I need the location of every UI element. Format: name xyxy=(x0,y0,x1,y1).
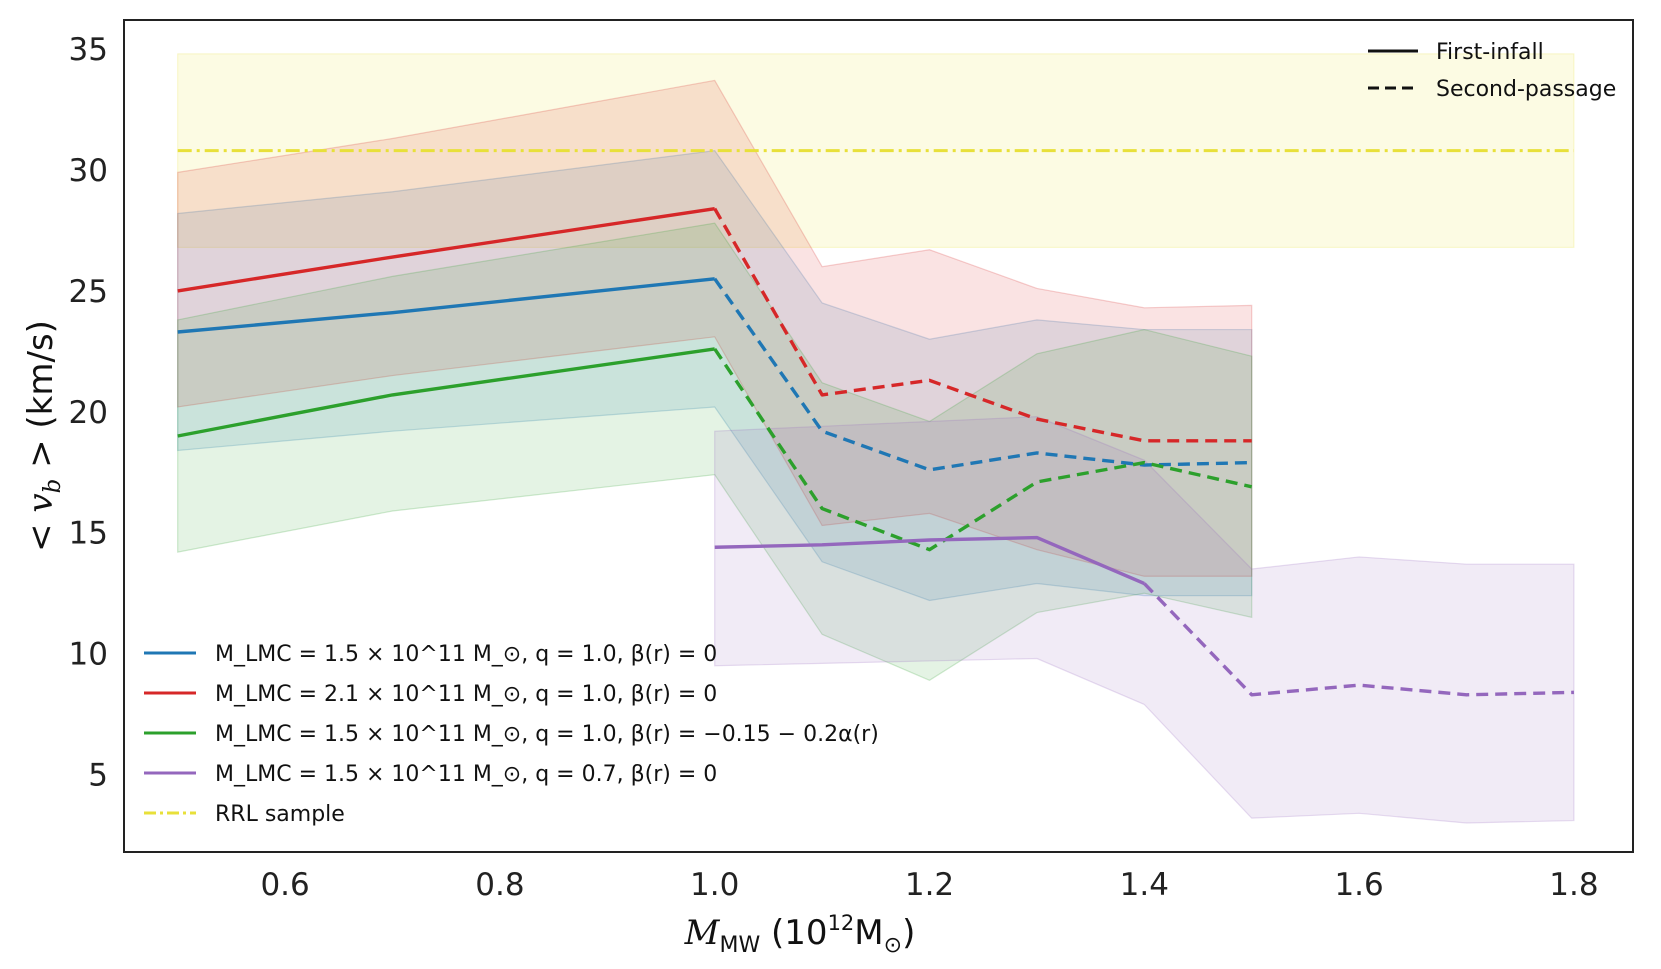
y-tick-label: 5 xyxy=(88,758,108,794)
x-axis-title: MMW (1012M⊙) xyxy=(684,911,916,958)
x-tick-label: 0.6 xyxy=(260,867,309,903)
legend-second-passage: Second-passage xyxy=(1436,77,1616,102)
y-tick-label: 25 xyxy=(69,274,108,310)
band-series-3 xyxy=(714,416,1575,824)
confidence-bands xyxy=(177,53,1575,824)
line-series-0-second-passage xyxy=(713,277,1252,472)
legend-entry-blue: M_LMC = 1.5 × 10^11 M_⊙, q = 1.0, β(r) =… xyxy=(215,642,717,667)
line-series-3-second-passage xyxy=(1143,582,1574,697)
x-tick-label: 1.6 xyxy=(1334,867,1383,903)
x-tick-label: 1.0 xyxy=(690,867,739,903)
y-tick-label: 10 xyxy=(69,637,108,673)
plot-frame xyxy=(123,19,1634,853)
legend-entry-purple: M_LMC = 1.5 × 10^11 M_⊙, q = 0.7, β(r) =… xyxy=(215,762,717,787)
line-series-2-first-infall xyxy=(177,347,715,438)
line-series-1-first-infall xyxy=(177,206,715,293)
y-tick-label: 30 xyxy=(69,153,108,189)
line-series-1-second-passage xyxy=(713,207,1252,443)
x-tick-label: 1.2 xyxy=(905,867,954,903)
legend-entry-green: M_LMC = 1.5 × 10^11 M_⊙, q = 1.0, β(r) =… xyxy=(215,722,879,747)
x-tick-label: 1.4 xyxy=(1120,867,1169,903)
legend-entry-rrl: RRL sample xyxy=(215,802,345,827)
line-series-3-first-infall xyxy=(714,535,1145,586)
y-tick-label: 15 xyxy=(69,516,108,552)
linestyle-legend: First-infall Second-passage xyxy=(1368,40,1616,102)
series-lines xyxy=(177,149,1574,697)
line-series-0-first-infall xyxy=(177,277,715,334)
legend-first-infall: First-infall xyxy=(1436,40,1544,65)
x-tick-label: 0.8 xyxy=(475,867,524,903)
line-series-2-second-passage xyxy=(713,347,1253,552)
x-axis-ticks: 0.6 0.8 1.0 1.2 1.4 1.6 1.8 xyxy=(260,867,1598,903)
y-axis-title: < vb > (km/s) xyxy=(21,320,66,552)
x-tick-label: 1.8 xyxy=(1549,867,1598,903)
band-series-0 xyxy=(177,149,1253,602)
series-legend: M_LMC = 1.5 × 10^11 M_⊙, q = 1.0, β(r) =… xyxy=(144,642,879,827)
y-axis-ticks: 5 10 15 20 25 30 35 xyxy=(69,32,108,794)
legend-entry-red: M_LMC = 2.1 × 10^11 M_⊙, q = 1.0, β(r) =… xyxy=(215,682,717,707)
y-tick-label: 20 xyxy=(69,395,108,431)
y-tick-label: 35 xyxy=(69,32,108,68)
band-series-1 xyxy=(177,79,1253,577)
